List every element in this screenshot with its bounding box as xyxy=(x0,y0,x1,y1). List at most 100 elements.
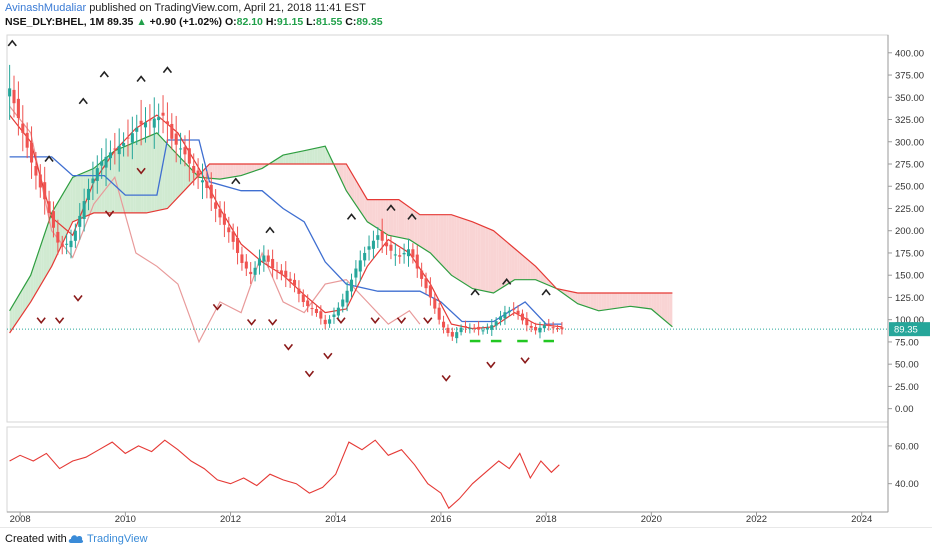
cloud-segment xyxy=(280,155,284,164)
cloud-segment xyxy=(404,203,407,240)
cloud-segment xyxy=(33,259,36,298)
price-tick-label: 0.00 xyxy=(895,404,914,415)
candle-body xyxy=(196,170,200,177)
cloud-segment xyxy=(593,293,597,310)
cloud-segment xyxy=(154,132,157,212)
author-link[interactable]: AvinashMudaliar xyxy=(5,2,87,14)
time-tick-label: 2024 xyxy=(851,514,872,525)
kijun-line xyxy=(9,139,562,325)
candle-body xyxy=(323,319,327,325)
signal-markers xyxy=(7,39,555,382)
candle-body xyxy=(376,235,380,240)
cloud-segment xyxy=(20,288,23,318)
created-with-text: Created with xyxy=(5,533,67,545)
candle-body xyxy=(65,243,69,245)
open-label: O: xyxy=(224,16,237,28)
cloud-segment xyxy=(454,215,457,279)
candle-body xyxy=(547,323,551,326)
price-axis[interactable]: 0.00 25.00 50.00 75.00 100.00 125.00 150.00 175… xyxy=(888,48,930,415)
cloud-segment xyxy=(312,148,315,164)
up-marker-icon xyxy=(44,155,54,163)
cloud-segment xyxy=(609,293,612,310)
cloud-segment xyxy=(667,293,670,325)
candle-body xyxy=(56,231,60,243)
cloud-segment xyxy=(343,164,347,191)
cloud-segment xyxy=(569,291,573,300)
candle-body xyxy=(310,308,314,310)
tenkan-line xyxy=(9,114,562,330)
cloud-segment xyxy=(183,160,186,192)
chart-frame xyxy=(6,34,889,513)
tradingview-logo[interactable]: TradingView xyxy=(68,533,148,545)
cloud-segment xyxy=(254,164,257,172)
down-marker-icon xyxy=(304,370,315,378)
cloud-segment xyxy=(469,220,473,289)
cloud-segment xyxy=(356,181,360,211)
candle-body xyxy=(249,271,253,275)
symbol-label[interactable]: NSE_DLY:BHEL, 1M xyxy=(5,16,105,28)
candle-body xyxy=(534,326,538,331)
cloud-segment xyxy=(222,164,226,179)
cloud-segment xyxy=(538,269,541,282)
cloud-segment xyxy=(501,237,505,288)
up-marker-icon xyxy=(541,288,551,296)
cloud-segment xyxy=(304,150,307,164)
down-marker-icon xyxy=(336,317,346,324)
price-tick-label: 350.00 xyxy=(895,93,924,104)
cloud-segment xyxy=(433,214,436,259)
cloud-segment xyxy=(175,152,178,201)
cloud-segment xyxy=(291,152,294,164)
cloud-segment xyxy=(414,210,418,245)
cloud-segment xyxy=(22,284,26,314)
candle-body xyxy=(51,211,55,228)
candle-body xyxy=(113,148,117,150)
candle-body xyxy=(209,184,213,199)
candle-body xyxy=(297,288,301,294)
cloud-segment xyxy=(393,199,397,237)
open-value: 82.10 xyxy=(236,16,263,28)
candle-body xyxy=(43,182,47,200)
cloud-segment xyxy=(285,153,289,164)
price-chart[interactable]: 0.00 25.00 50.00 75.00 100.00 125.00 150.00 175… xyxy=(0,32,932,527)
cloud-segment xyxy=(409,207,412,242)
candle-body xyxy=(455,332,459,339)
candle-body xyxy=(21,123,25,133)
cloud-segment xyxy=(227,164,231,178)
candle-body xyxy=(481,330,485,332)
cloud-segment xyxy=(669,293,673,327)
cloud-segment xyxy=(141,138,144,213)
time-axis[interactable]: 2008 2010 2012 2014 2016 2018 2020 2022 2024 xyxy=(10,512,873,525)
candle-body xyxy=(16,98,20,119)
candle-body xyxy=(437,307,441,320)
candle-body xyxy=(187,148,191,164)
cloud-segment xyxy=(398,199,402,238)
down-marker-icon xyxy=(267,318,278,326)
candle-body xyxy=(231,231,235,242)
candle-body xyxy=(192,165,196,173)
cloud-segment xyxy=(459,217,462,282)
cloud-segment xyxy=(603,293,607,311)
candle-body xyxy=(292,279,297,286)
cloud-segment xyxy=(514,248,518,280)
candle-body xyxy=(12,89,16,104)
cloud-segment xyxy=(643,293,647,309)
candle-body xyxy=(560,327,564,330)
down-marker-icon xyxy=(212,303,223,311)
close-label: C: xyxy=(345,16,357,28)
cloud-segment xyxy=(664,293,668,323)
candles xyxy=(8,64,564,344)
candle-body xyxy=(428,285,432,298)
cloud-segment xyxy=(256,164,260,171)
candle-body xyxy=(38,174,42,188)
cloud-segment xyxy=(464,219,468,286)
candle-body xyxy=(393,254,397,256)
candle-body xyxy=(551,327,555,329)
cloud-segment xyxy=(448,214,452,276)
candle-body xyxy=(406,249,411,257)
cloud-segment xyxy=(214,164,218,179)
candle-body xyxy=(222,213,226,225)
tradingview-cloud-icon xyxy=(68,535,84,543)
price-tick-label: 125.00 xyxy=(895,293,924,304)
cloud-segment xyxy=(532,264,536,280)
cloud-segment xyxy=(143,137,147,213)
